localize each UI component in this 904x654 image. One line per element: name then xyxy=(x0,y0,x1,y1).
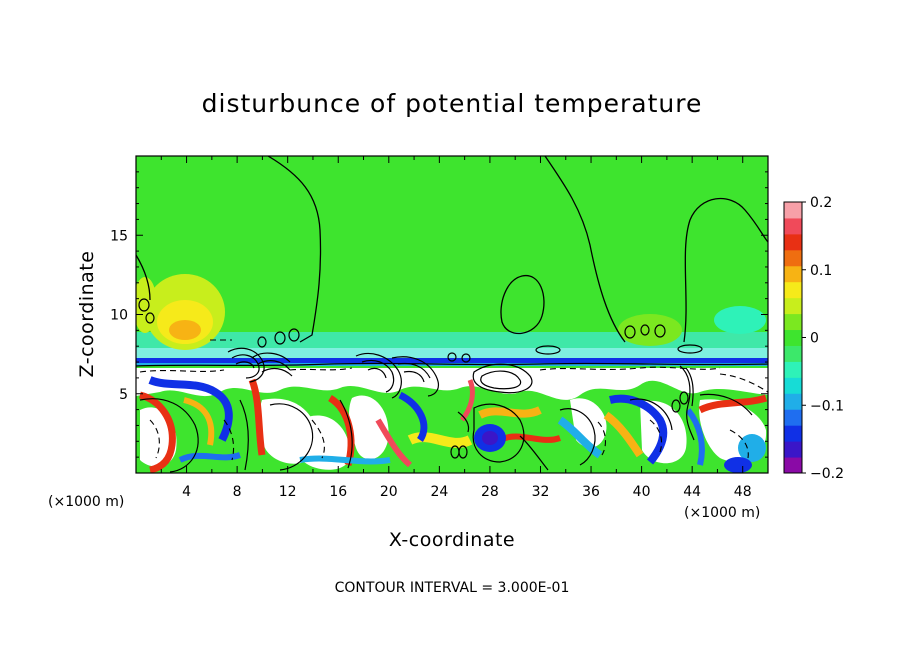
x-tick-label: 48 xyxy=(734,484,752,500)
x-tick-label: 28 xyxy=(481,484,499,500)
x-tick-label: 20 xyxy=(380,484,398,500)
x-tick-label: 24 xyxy=(430,484,448,500)
white-region xyxy=(349,395,389,460)
colorbar-swatch xyxy=(784,313,802,331)
warm-swirl xyxy=(603,411,644,458)
colorbar-tick-label: −0.2 xyxy=(810,466,844,482)
cool-swirl xyxy=(178,452,241,463)
colorbar-ticks: 0.2 0.1 0 −0.1 −0.2 xyxy=(802,195,844,482)
colorbar-swatch xyxy=(784,281,802,299)
x-tick-label: 36 xyxy=(582,484,600,500)
colorbar-swatch xyxy=(784,409,802,426)
chart-title: disturbunce of potential temperature xyxy=(202,89,703,118)
x-tick-label: 40 xyxy=(633,484,651,500)
contour-line xyxy=(683,197,768,343)
contour-dashed xyxy=(139,339,768,461)
colorbar-swatch xyxy=(784,233,802,251)
y-tick-label: 5 xyxy=(119,387,128,403)
x-tick-label: 16 xyxy=(329,484,347,500)
colorbar-swatch xyxy=(784,297,802,315)
contour-interval-note: CONTOUR INTERVAL = 3.000E-01 xyxy=(335,580,570,596)
y-axis: 5 10 15 xyxy=(110,171,768,458)
warm-swirl xyxy=(478,406,542,419)
cool-vortex xyxy=(482,431,498,445)
warm-swirl xyxy=(138,391,176,473)
warm-swirl xyxy=(183,397,215,446)
colorbar-tick-label: 0.2 xyxy=(810,195,832,211)
x-tick-label: 44 xyxy=(683,484,701,500)
colorbar-tick-label: 0 xyxy=(810,331,819,347)
colorbar-swatch xyxy=(784,202,802,219)
warm-blob xyxy=(618,314,682,346)
cool-swirl xyxy=(685,408,705,466)
cool-swirl xyxy=(557,416,603,459)
contour-loop xyxy=(500,275,545,335)
contour-line xyxy=(267,156,322,343)
y-axis-label: Z-coordinate xyxy=(76,251,98,378)
warm-swirl xyxy=(407,432,473,448)
cool-vortex xyxy=(724,457,752,473)
colorbar-swatch xyxy=(784,265,802,283)
contour-lower xyxy=(139,393,753,473)
colorbar-swatch xyxy=(784,345,802,362)
cool-blob xyxy=(714,306,766,334)
colorbar-swatch xyxy=(784,329,802,346)
colorbar-swatch xyxy=(784,377,802,394)
white-region xyxy=(136,368,768,400)
colorbar-swatch xyxy=(784,393,802,410)
contour-line xyxy=(136,254,151,301)
x-unit-right: (×1000 m) xyxy=(684,505,760,521)
x-tick-label: 4 xyxy=(182,484,191,500)
x-axis-label: X-coordinate xyxy=(389,529,515,551)
plot-area xyxy=(136,156,768,473)
contour-line xyxy=(544,156,626,343)
colorbar-swatch xyxy=(784,441,802,458)
x-axis: 4 8 12 16 20 24 28 32 36 40 44 48 xyxy=(160,156,752,500)
cool-swirl xyxy=(609,394,668,465)
colorbar-swatch xyxy=(784,425,802,442)
x-tick-label: 32 xyxy=(532,484,550,500)
warm-swirl xyxy=(698,394,768,414)
cool-swirl xyxy=(148,376,233,442)
warm-blob xyxy=(169,320,201,340)
warm-swirl xyxy=(375,418,412,468)
x-tick-label: 8 xyxy=(233,484,242,500)
cool-swirl xyxy=(398,391,428,442)
interface-contour xyxy=(136,362,768,367)
colorbar-swatch xyxy=(784,457,802,474)
colorbar xyxy=(784,202,802,474)
colorbar-tick-label: −0.1 xyxy=(810,398,844,414)
y-tick-label: 10 xyxy=(110,308,128,324)
warm-swirl xyxy=(248,378,266,456)
warm-swirl xyxy=(498,433,561,443)
x-unit-left: (×1000 m) xyxy=(48,494,124,510)
colorbar-swatch xyxy=(784,361,802,378)
cool-swirl xyxy=(299,455,391,465)
contour-small-loops xyxy=(138,298,703,459)
y-tick-label: 15 xyxy=(110,228,128,244)
colorbar-swatch xyxy=(784,217,802,235)
colorbar-swatch xyxy=(784,249,802,267)
x-tick-label: 12 xyxy=(279,484,297,500)
colorbar-tick-label: 0.1 xyxy=(810,263,832,279)
warm-blob xyxy=(136,277,157,333)
cool-vortex xyxy=(738,434,766,462)
